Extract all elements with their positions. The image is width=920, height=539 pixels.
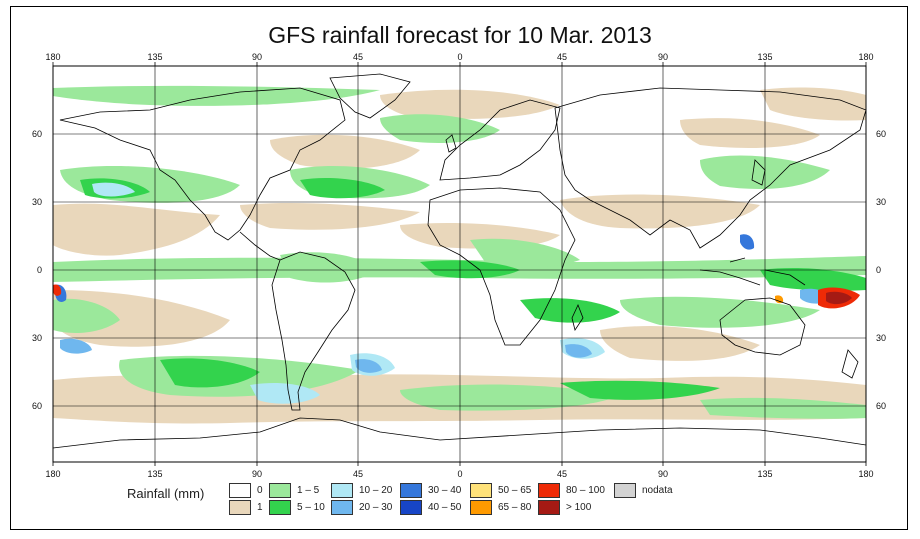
right-label: 60 [876, 401, 886, 411]
legend-label: > 100 [566, 502, 592, 513]
bottom-label: 135 [757, 469, 772, 479]
japan-outline [751, 159, 766, 186]
top-label: 135 [757, 52, 772, 62]
bottom-label: 135 [147, 469, 162, 479]
south-america-outline [271, 251, 356, 411]
top-label: 180 [858, 52, 873, 62]
map-title: GFS rainfall forecast for 10 Mar. 2013 [268, 22, 652, 48]
top-label: 90 [658, 52, 668, 62]
top-label: 180 [45, 52, 60, 62]
legend-label: 20 – 30 [359, 502, 393, 513]
bottom-label: 0 [457, 469, 462, 479]
bottom-label: 180 [858, 469, 873, 479]
map-border [52, 65, 867, 463]
graticule [53, 66, 866, 462]
maritime-continent-outline [699, 257, 806, 286]
north-america-outline [59, 87, 346, 241]
legend-title: Rainfall (mm) [127, 486, 205, 501]
legend-label: nodata [642, 485, 673, 496]
top-axis-labels: 180 135 90 45 0 45 90 135 180 [45, 52, 873, 62]
bottom-label: 45 [353, 469, 363, 479]
central-america-outline [239, 231, 281, 261]
rain-1-5mm-areas [53, 85, 866, 419]
legend-label: 1 [257, 502, 263, 513]
top-label: 45 [557, 52, 567, 62]
bottom-axis-labels: 180 135 90 45 0 45 90 135 180 [45, 469, 873, 479]
legend-label: 40 – 50 [428, 502, 462, 513]
british-isles-outline [445, 134, 457, 153]
right-axis-labels: 60 30 0 30 60 [876, 129, 886, 411]
legend-label: 0 [257, 485, 263, 496]
left-label: 30 [32, 197, 42, 207]
legend-swatch [269, 483, 291, 498]
legend-swatch [331, 483, 353, 498]
legend-swatch [538, 483, 560, 498]
top-label: 90 [252, 52, 262, 62]
rain-heavy-areas [53, 284, 860, 309]
left-label: 0 [37, 265, 42, 275]
top-label: 135 [147, 52, 162, 62]
legend-label: 10 – 20 [359, 485, 393, 496]
asia-outline [554, 87, 866, 249]
legend-swatch [229, 500, 251, 515]
bottom-label: 90 [252, 469, 262, 479]
legend-swatch [470, 483, 492, 498]
left-label: 60 [32, 129, 42, 139]
left-axis-labels: 60 30 0 30 60 [32, 129, 42, 411]
top-label: 45 [353, 52, 363, 62]
greenland-outline [329, 73, 411, 119]
legend-label: 1 – 5 [297, 485, 320, 496]
legend-label: 5 – 10 [297, 502, 325, 513]
legend-swatch [538, 500, 560, 515]
right-label: 30 [876, 197, 886, 207]
legend-label: 50 – 65 [498, 485, 532, 496]
bottom-label: 180 [45, 469, 60, 479]
top-label: 0 [457, 52, 462, 62]
right-label: 0 [876, 265, 881, 275]
continent-outlines [53, 73, 866, 449]
legend-label: 30 – 40 [428, 485, 462, 496]
rain-20-30mm-areas [60, 288, 832, 373]
left-label: 60 [32, 401, 42, 411]
legend-label: 80 – 100 [566, 485, 605, 496]
legend-swatch [331, 500, 353, 515]
right-label: 30 [876, 333, 886, 343]
right-label: 60 [876, 129, 886, 139]
tick-marks [52, 62, 867, 466]
left-label: 30 [32, 333, 42, 343]
legend-swatch [269, 500, 291, 515]
new-zealand-outline [841, 349, 859, 379]
africa-outline [427, 187, 576, 346]
legend-swatch [400, 500, 422, 515]
madagascar-outline [571, 303, 584, 331]
australia-outline [719, 297, 806, 356]
legend-label: 65 – 80 [498, 502, 532, 513]
bottom-label: 45 [557, 469, 567, 479]
legend-swatch [229, 483, 251, 498]
antarctica-outline [53, 417, 866, 449]
bottom-label: 90 [658, 469, 668, 479]
legend-swatch [614, 483, 636, 498]
legend-swatch [400, 483, 422, 498]
legend-swatch [470, 500, 492, 515]
